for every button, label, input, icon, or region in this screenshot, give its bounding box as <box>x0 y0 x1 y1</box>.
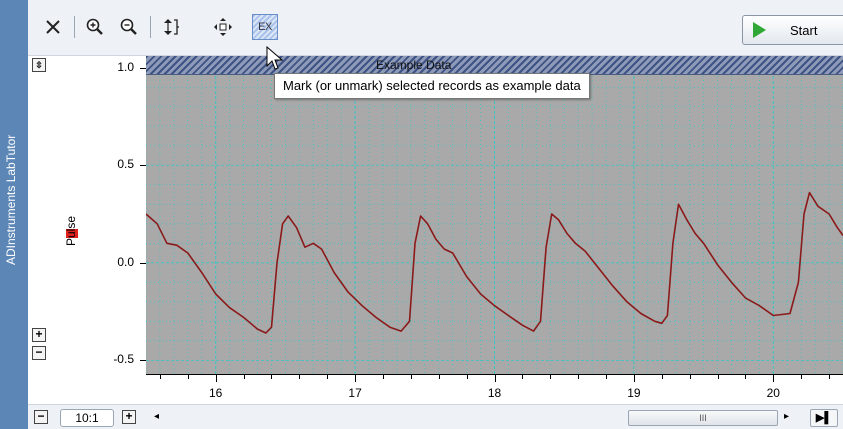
example-data-label: Example Data <box>376 58 452 72</box>
start-button-label: Start <box>790 22 818 38</box>
horizontal-scrollbar[interactable]: ◂ III ▸ <box>150 409 790 427</box>
x-tick-label: 20 <box>766 386 780 400</box>
x-tick-label: 16 <box>209 386 223 400</box>
x-tick-label: 19 <box>627 386 641 400</box>
autoscale-icon[interactable] <box>158 14 184 40</box>
x-tick-mark <box>494 375 496 382</box>
y-tick-mark <box>140 67 146 69</box>
x-tick-mark <box>661 375 663 379</box>
x-zoom-in-button[interactable]: + <box>122 410 136 424</box>
x-tick-label: 17 <box>348 386 362 400</box>
x-tick-mark <box>243 375 245 379</box>
x-tick-mark <box>271 375 273 379</box>
zoom-ratio-field[interactable]: 10:1 <box>60 409 114 427</box>
x-tick-mark <box>689 375 691 379</box>
play-icon <box>753 22 766 38</box>
x-tick-mark <box>550 375 552 379</box>
x-tick-mark <box>327 375 329 379</box>
zoom-out-icon[interactable] <box>116 14 142 40</box>
x-tick-mark <box>466 375 468 379</box>
example-data-icon[interactable]: EX <box>252 14 278 40</box>
y-tick-mark <box>140 360 146 362</box>
pan-icon[interactable] <box>210 14 236 40</box>
x-tick-mark <box>522 375 524 379</box>
x-tick-mark <box>606 375 608 379</box>
x-tick-mark <box>438 375 440 379</box>
y-tick-label: 0.0 <box>117 254 134 269</box>
x-tick-mark <box>829 375 831 379</box>
y-tick-mark <box>140 262 146 264</box>
x-tick-mark <box>299 375 301 379</box>
chart-plot-area[interactable]: Example Data <box>146 56 843 374</box>
x-tick-mark <box>187 375 189 379</box>
y-zoom-in-button[interactable]: + <box>32 328 46 342</box>
channel-label: Pulse <box>64 215 78 246</box>
side-strip: ADInstruments LabTutor <box>0 0 28 429</box>
x-tick-mark <box>382 375 384 379</box>
scroll-to-end-icon[interactable]: ▶▌ <box>810 409 838 427</box>
x-tick-mark <box>578 375 580 379</box>
toolbar: EX Start <box>28 0 843 56</box>
app-name-label: ADInstruments LabTutor <box>4 134 18 266</box>
tooltip: Mark (or unmark) selected records as exa… <box>274 73 590 99</box>
x-tick-mark <box>745 375 747 379</box>
scroll-right-arrow-icon[interactable]: ▸ <box>784 411 790 422</box>
x-tick-mark <box>215 375 217 382</box>
x-tick-mark <box>633 375 635 382</box>
x-tick-mark <box>410 375 412 379</box>
scroll-left-arrow-icon[interactable]: ◂ <box>154 411 160 422</box>
y-tick-label: -0.5 <box>113 352 134 367</box>
x-tick-mark <box>159 375 161 379</box>
pulse-trace-line <box>146 191 843 334</box>
y-zoom-out-button[interactable]: − <box>32 346 46 360</box>
toolbar-separator <box>74 16 75 38</box>
y-tick-mark <box>140 165 146 167</box>
x-axis: 16 17 18 19 20 <box>146 374 843 404</box>
y-axis-panel: ⇳ 1.0 0.5 0.0 -0.5 Pulse + − <box>28 56 146 374</box>
scroll-thumb[interactable]: III <box>628 410 778 426</box>
x-zoom-out-button[interactable]: − <box>34 410 48 424</box>
channel-autoscale-icon[interactable]: ⇳ <box>32 58 46 72</box>
x-tick-mark <box>717 375 719 379</box>
x-tick-label: 18 <box>487 386 502 400</box>
x-tick-mark <box>801 375 803 379</box>
mouse-cursor-icon <box>266 46 284 70</box>
bottom-bar: − 10:1 + ◂ III ▸ ▶▌ <box>28 404 843 429</box>
x-tick-mark <box>355 375 357 382</box>
y-tick-label: 0.5 <box>117 157 134 172</box>
chart-svg <box>146 56 843 374</box>
channel-color-swatch <box>66 229 78 238</box>
start-button[interactable]: Start <box>742 15 843 45</box>
close-icon[interactable] <box>40 14 66 40</box>
zoom-in-icon[interactable] <box>82 14 108 40</box>
x-tick-mark <box>773 375 775 382</box>
toolbar-separator <box>150 16 151 38</box>
example-data-icon-label: EX <box>258 21 272 33</box>
y-tick-label: 1.0 <box>117 59 134 74</box>
